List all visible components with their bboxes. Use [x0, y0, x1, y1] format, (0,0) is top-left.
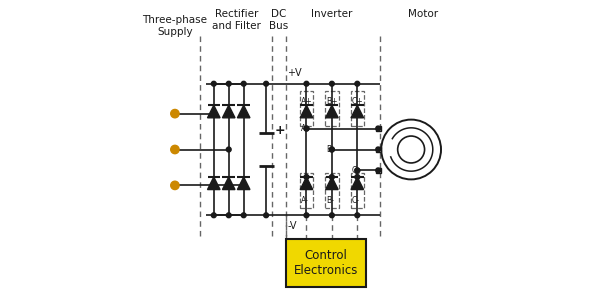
- Text: Motor: Motor: [408, 9, 438, 19]
- Polygon shape: [351, 177, 364, 190]
- Circle shape: [242, 213, 246, 218]
- Bar: [376, 168, 381, 173]
- Text: B-: B-: [326, 196, 334, 205]
- Text: B: B: [326, 145, 331, 154]
- Circle shape: [330, 213, 334, 218]
- Bar: [325, 91, 339, 126]
- Circle shape: [355, 175, 360, 179]
- Circle shape: [355, 81, 360, 86]
- Circle shape: [242, 183, 246, 188]
- Circle shape: [211, 111, 216, 116]
- Text: Inverter: Inverter: [311, 9, 353, 19]
- Circle shape: [211, 81, 216, 86]
- Text: C: C: [352, 166, 357, 175]
- Circle shape: [355, 213, 360, 218]
- Text: C-: C-: [352, 196, 359, 205]
- Circle shape: [376, 126, 381, 131]
- Circle shape: [304, 175, 309, 179]
- Circle shape: [330, 147, 334, 152]
- Circle shape: [226, 213, 231, 218]
- Text: A+: A+: [300, 97, 312, 106]
- Circle shape: [355, 168, 360, 173]
- Bar: [350, 173, 364, 208]
- Circle shape: [171, 109, 179, 118]
- Text: A: A: [300, 124, 306, 133]
- Text: +V: +V: [287, 68, 302, 78]
- Text: A-: A-: [300, 196, 309, 205]
- Circle shape: [211, 213, 216, 218]
- Polygon shape: [223, 177, 235, 190]
- Text: Three-phase
Supply: Three-phase Supply: [142, 15, 208, 36]
- Circle shape: [304, 81, 309, 86]
- Polygon shape: [208, 105, 220, 118]
- Polygon shape: [351, 105, 364, 118]
- Circle shape: [304, 213, 309, 218]
- Text: Rectifier
and Filter: Rectifier and Filter: [212, 9, 261, 30]
- Circle shape: [397, 136, 425, 163]
- Text: -V: -V: [287, 221, 296, 231]
- Circle shape: [264, 213, 268, 218]
- Circle shape: [171, 145, 179, 154]
- Text: DC
Bus: DC Bus: [269, 9, 289, 30]
- Polygon shape: [237, 105, 250, 118]
- Bar: [300, 173, 313, 208]
- Circle shape: [355, 168, 360, 173]
- Polygon shape: [208, 177, 220, 190]
- Bar: [286, 239, 367, 287]
- Polygon shape: [223, 105, 235, 118]
- Bar: [376, 126, 381, 131]
- Circle shape: [304, 126, 309, 131]
- Polygon shape: [237, 177, 250, 190]
- Circle shape: [330, 81, 334, 86]
- Polygon shape: [300, 177, 313, 190]
- Text: C+: C+: [352, 97, 363, 106]
- Circle shape: [226, 147, 231, 152]
- Text: B+: B+: [326, 97, 337, 106]
- Circle shape: [304, 126, 309, 131]
- Bar: [300, 91, 313, 126]
- Bar: [350, 91, 364, 126]
- Text: +: +: [274, 123, 285, 137]
- Circle shape: [330, 147, 334, 152]
- Circle shape: [381, 120, 441, 179]
- Circle shape: [226, 81, 231, 86]
- Polygon shape: [300, 105, 313, 118]
- Circle shape: [171, 181, 179, 190]
- Circle shape: [242, 81, 246, 86]
- Circle shape: [264, 81, 268, 86]
- Polygon shape: [325, 105, 338, 118]
- Text: Control
Electronics: Control Electronics: [294, 249, 358, 277]
- Bar: [325, 173, 339, 208]
- Circle shape: [376, 147, 381, 152]
- Polygon shape: [325, 177, 338, 190]
- Bar: [376, 147, 381, 152]
- Circle shape: [330, 175, 334, 179]
- Circle shape: [376, 168, 381, 173]
